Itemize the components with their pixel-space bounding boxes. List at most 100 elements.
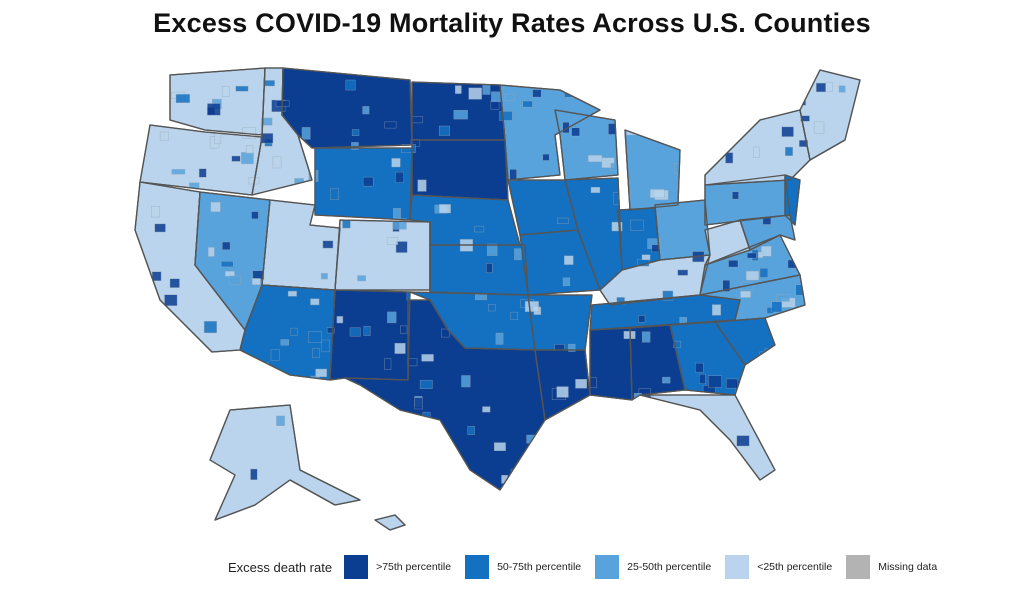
county-patch — [795, 284, 807, 296]
state-virginia-border — [699, 234, 801, 296]
county-patch — [330, 188, 339, 201]
county-patch — [416, 442, 429, 454]
legend-label-q1: <25th percentile — [757, 561, 833, 573]
county-patch — [251, 278, 261, 285]
county-patch — [346, 392, 358, 399]
county-patch — [231, 155, 241, 162]
county-patch — [522, 100, 533, 108]
county-patch — [800, 115, 810, 122]
state-texas-border — [344, 299, 546, 491]
county-patch — [816, 399, 831, 407]
county-patch — [781, 126, 794, 137]
county-patch — [494, 442, 506, 452]
county-patch — [725, 152, 734, 164]
county-patch — [590, 186, 601, 193]
county-patch — [499, 111, 513, 121]
county-patch — [802, 400, 813, 407]
county-patch — [245, 145, 254, 154]
county-patch — [712, 304, 721, 316]
county-patch — [191, 376, 202, 386]
county-patch — [588, 155, 603, 163]
legend: Excess death rate >75th percentile 50-75… — [228, 554, 951, 580]
county-patch — [831, 378, 845, 389]
county-patch — [151, 271, 162, 281]
county-patch — [421, 354, 434, 362]
county-patch — [151, 206, 161, 218]
county-patch — [412, 115, 423, 124]
county-patch — [486, 263, 493, 273]
county-patch — [743, 402, 751, 409]
county-patch — [263, 80, 275, 87]
state-michigan — [624, 129, 681, 211]
county-patch — [467, 426, 475, 435]
county-patch — [235, 85, 249, 92]
county-patch — [557, 217, 569, 224]
county-patch — [229, 275, 242, 285]
county-patch — [833, 343, 841, 354]
county-patch — [198, 168, 207, 178]
state-florida-border — [639, 394, 776, 481]
county-patch — [604, 109, 611, 120]
state-michigan-border — [624, 129, 681, 211]
county-patch — [542, 153, 550, 161]
county-patch — [203, 321, 218, 334]
state-alabama-border — [629, 324, 686, 401]
county-patch — [214, 133, 222, 144]
county-patch — [673, 340, 681, 348]
legend-label-q4: >75th percentile — [376, 561, 452, 573]
county-patch — [355, 459, 368, 466]
county-patch — [593, 455, 601, 466]
county-patch — [337, 464, 348, 471]
county-patch — [351, 142, 359, 150]
county-patch — [318, 401, 326, 410]
county-patch — [370, 446, 379, 454]
county-patch — [488, 304, 496, 312]
county-patch — [642, 331, 651, 343]
county-patch — [384, 121, 397, 129]
state-colorado — [334, 219, 431, 291]
state-alaska — [209, 404, 361, 521]
county-patch — [495, 332, 504, 345]
county-patch — [240, 152, 254, 165]
county-patch — [308, 412, 317, 418]
county-patch — [175, 93, 191, 103]
county-patch — [638, 315, 646, 323]
county-patch — [607, 447, 616, 455]
county-patch — [813, 121, 825, 134]
county-patch — [301, 127, 311, 140]
county-patch — [392, 218, 407, 230]
county-patch — [554, 344, 565, 351]
county-patch — [677, 269, 689, 276]
state-ohio — [654, 199, 711, 261]
map-title: Excess COVID-19 Mortality Rates Across U… — [153, 8, 871, 38]
county-patch — [384, 358, 392, 370]
county-patch — [639, 464, 651, 473]
county-patch — [713, 124, 723, 131]
county-patch — [613, 192, 622, 205]
county-patch — [747, 252, 757, 259]
county-patch — [695, 362, 704, 373]
county-patch — [246, 380, 256, 387]
county-patch — [171, 169, 186, 175]
state-minnesota-border — [499, 84, 601, 181]
state-wisconsin-border — [554, 109, 619, 181]
state-hawaii-border — [374, 514, 406, 531]
state-kansas — [429, 244, 529, 296]
county-patch — [181, 386, 193, 394]
county-patch — [762, 217, 772, 225]
county-patch — [250, 468, 258, 481]
county-patch — [349, 327, 361, 337]
county-patch — [379, 451, 389, 464]
county-patch — [771, 301, 783, 313]
county-patch — [287, 290, 297, 297]
county-patch — [386, 237, 398, 245]
county-patch — [207, 103, 221, 116]
county-patch — [321, 339, 330, 353]
county-patch — [794, 385, 804, 395]
county-patch — [684, 467, 696, 476]
county-patch — [326, 327, 335, 334]
county-patch — [169, 278, 180, 288]
county-patch — [751, 409, 762, 421]
county-patch — [761, 246, 772, 257]
county-patch — [439, 204, 451, 214]
